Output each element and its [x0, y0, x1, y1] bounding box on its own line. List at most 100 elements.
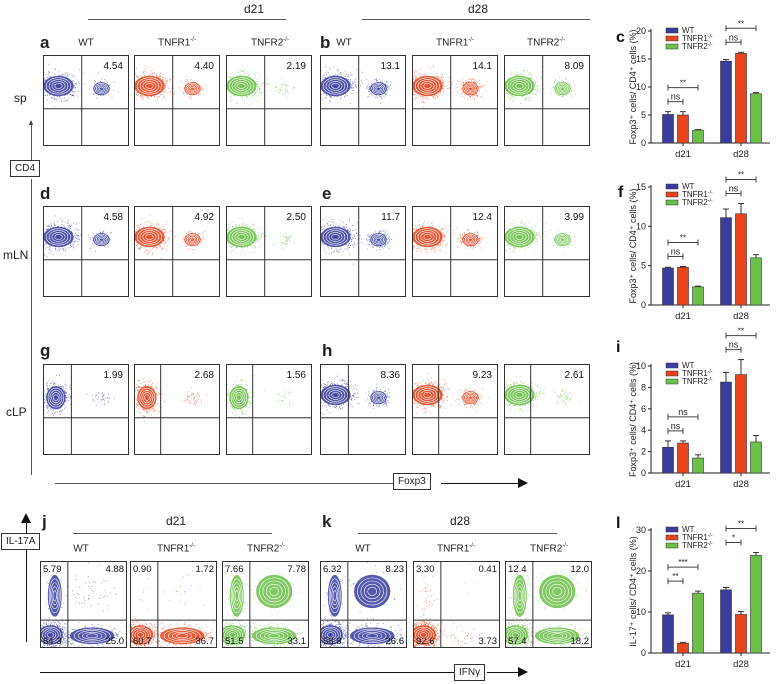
event-dot — [71, 80, 73, 82]
event-dot — [282, 82, 284, 85]
event-dot — [376, 97, 379, 99]
event-dot — [51, 101, 54, 103]
event-dot — [430, 68, 432, 70]
event-dot — [61, 219, 63, 221]
event-dot — [230, 97, 232, 99]
event-dot — [256, 71, 258, 73]
event-dot — [329, 95, 331, 97]
population-contour — [134, 226, 165, 248]
event-dot — [69, 225, 71, 227]
event-dot — [380, 96, 382, 98]
event-dot — [113, 81, 115, 83]
event-dot — [233, 74, 235, 76]
event-dot — [352, 82, 354, 84]
contour-line — [188, 85, 197, 92]
genotype-header-tnfr1-d28: TNFR1-/- — [436, 37, 474, 48]
event-dot — [462, 78, 464, 80]
event-dot — [262, 234, 264, 236]
event-dot — [239, 74, 241, 76]
event-dot — [145, 249, 147, 251]
event-dot — [71, 241, 73, 244]
event-dot — [142, 96, 144, 98]
event-dot — [370, 92, 372, 94]
cd4-axis-line-upper — [31, 124, 32, 160]
event-dot — [54, 215, 56, 217]
event-dot — [160, 93, 163, 95]
event-dot — [442, 88, 445, 90]
event-dot — [166, 249, 168, 251]
event-dot — [167, 237, 169, 239]
event-dot — [440, 77, 442, 79]
contour-line — [509, 79, 530, 93]
event-dot — [77, 228, 79, 230]
event-dot — [525, 99, 527, 101]
genotype-name: TNFR2 — [247, 543, 280, 555]
population-contour — [43, 226, 74, 248]
event-dot — [367, 84, 369, 86]
event-dot — [73, 86, 75, 88]
event-dot — [337, 71, 339, 73]
event-dot — [557, 80, 559, 82]
event-dot — [229, 100, 232, 102]
event-dot — [109, 239, 111, 241]
event-dot — [459, 81, 461, 83]
event-dot — [53, 96, 55, 98]
event-dot — [562, 81, 564, 83]
event-dot — [156, 223, 158, 225]
event-dot — [164, 247, 166, 249]
event-dot — [64, 75, 66, 77]
event-dot — [279, 88, 281, 90]
event-dot — [143, 251, 145, 253]
event-dot — [162, 78, 164, 80]
event-dot — [348, 74, 350, 76]
event-dot — [250, 97, 252, 99]
event-dot — [200, 93, 202, 95]
event-dot — [262, 82, 264, 84]
timepoint-title-d21: d21 — [244, 2, 265, 16]
event-dot — [150, 222, 152, 225]
contour-line — [234, 81, 249, 91]
event-dot — [185, 245, 187, 247]
event-dot — [520, 102, 522, 104]
event-dot — [162, 94, 164, 96]
event-dot — [386, 90, 388, 92]
event-dot — [521, 95, 523, 97]
flow-plot-foxp3-sp-wt-d21: 4.54 — [43, 55, 129, 146]
event-dot — [447, 84, 449, 87]
event-dot — [443, 85, 445, 87]
event-dot — [149, 214, 151, 216]
event-dot — [152, 74, 154, 76]
event-dot — [165, 80, 168, 82]
event-dot — [137, 95, 139, 97]
event-dot — [536, 88, 538, 90]
event-dot — [343, 95, 345, 98]
event-dot — [138, 247, 141, 249]
event-dot — [340, 73, 343, 75]
event-dot — [481, 84, 483, 86]
event-dot — [169, 81, 171, 83]
genotype-superscript: -/- — [283, 37, 289, 43]
event-dot — [163, 79, 165, 81]
event-dot — [543, 88, 545, 90]
event-dot — [74, 233, 76, 235]
event-dot — [457, 91, 459, 93]
event-dot — [469, 95, 471, 97]
event-dot — [190, 79, 192, 81]
event-dot — [162, 90, 165, 92]
event-dot — [274, 85, 276, 87]
event-dot — [415, 96, 417, 98]
event-dot — [417, 97, 419, 99]
event-dot — [421, 99, 423, 101]
event-dot — [201, 233, 203, 235]
event-dot — [187, 231, 189, 234]
event-dot — [55, 68, 57, 70]
event-dot — [157, 223, 159, 225]
quadrant-percentage: 4.54 — [104, 61, 124, 72]
event-dot — [139, 95, 141, 97]
event-dot — [70, 245, 72, 247]
contour-line — [228, 77, 255, 95]
genotype-header-wt-il17-d28: WT — [355, 543, 371, 554]
event-dot — [166, 220, 168, 223]
event-dot — [531, 93, 533, 95]
event-dot — [68, 93, 71, 95]
